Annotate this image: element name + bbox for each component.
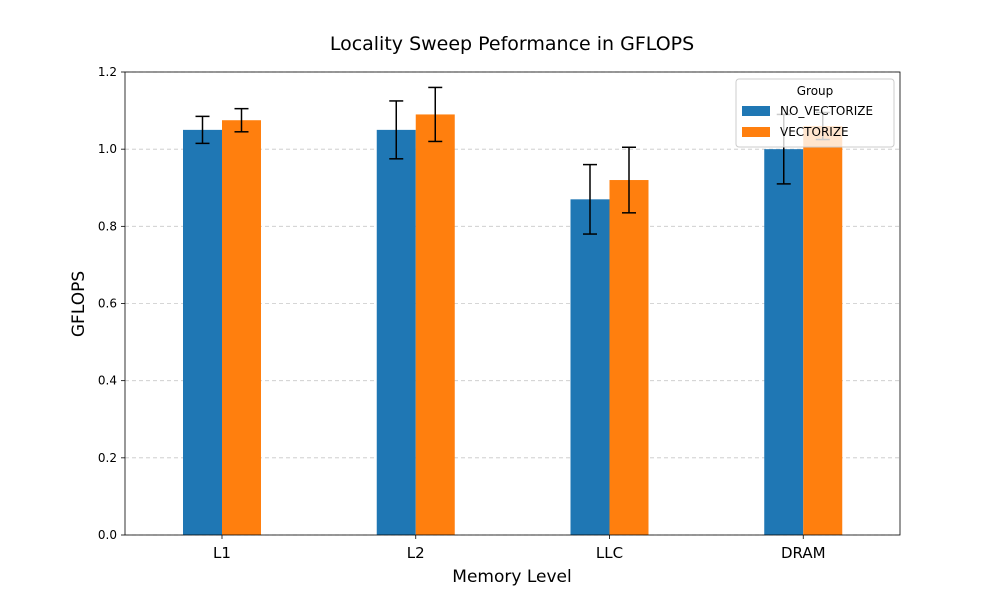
axes-layer: 0.0 0.2 0.4 0.6 0.8 1.0 1.2 L1 L2 LLC DRAM <box>98 65 901 562</box>
legend: Group NO_VECTORIZE VECTORIZE <box>735 78 895 148</box>
y-tick-label: 0.8 <box>98 219 117 233</box>
y-tick-label: 0.4 <box>98 374 117 388</box>
bars-layer <box>183 114 843 536</box>
bar-no-vectorize <box>183 129 222 535</box>
x-axis-title: Memory Level <box>452 567 571 587</box>
y-tick-label: 0.2 <box>98 451 117 465</box>
y-axis-title: GFLOPS <box>69 271 89 337</box>
legend-title: Group <box>797 84 834 98</box>
bar-no-vectorize <box>570 199 610 535</box>
x-tick-label: L2 <box>407 544 425 562</box>
y-tick-label: 0.6 <box>98 297 117 311</box>
bar-vectorize <box>415 114 455 536</box>
bar-no-vectorize <box>376 129 416 535</box>
legend-frame <box>735 78 895 148</box>
legend-label: NO_VECTORIZE <box>780 104 873 118</box>
y-tick-label: 1.2 <box>98 65 117 79</box>
chart-title: Locality Sweep Peformance in GFLOPS <box>330 33 694 55</box>
y-tick-label: 1.0 <box>98 142 117 156</box>
x-tick-label: DRAM <box>781 544 826 562</box>
bar-vectorize <box>803 126 843 536</box>
plot-frame <box>124 71 901 536</box>
bar-no-vectorize <box>764 149 804 535</box>
legend-swatch-no-vectorize <box>742 106 770 116</box>
legend-swatch-vectorize <box>742 127 770 137</box>
x-tick-label: LLC <box>596 544 623 562</box>
y-tick-label: 0.0 <box>98 528 117 542</box>
x-tick-label: L1 <box>213 544 231 562</box>
bar-vectorize <box>222 120 261 536</box>
legend-label: VECTORIZE <box>780 125 849 139</box>
bar-vectorize <box>609 180 649 536</box>
